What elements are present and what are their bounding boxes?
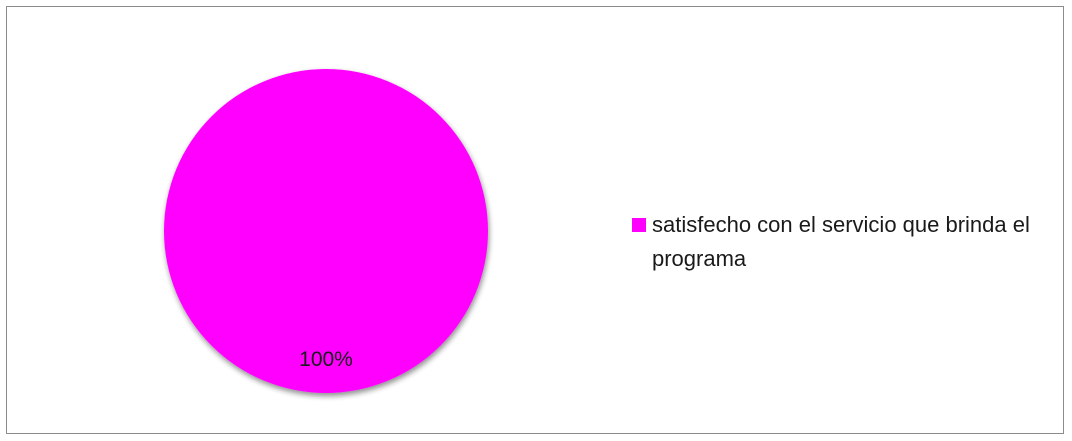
pie-chart: 100% [164, 69, 488, 393]
legend-label: satisfecho con el servicio que brinda el… [652, 212, 1030, 271]
legend-swatch [632, 218, 646, 232]
legend: satisfecho con el servicio que brinda el… [632, 208, 1052, 276]
chart-area: 100% satisfecho con el servicio que brin… [6, 6, 1064, 434]
data-label: 100% [299, 348, 353, 371]
pie-slice [164, 69, 488, 393]
